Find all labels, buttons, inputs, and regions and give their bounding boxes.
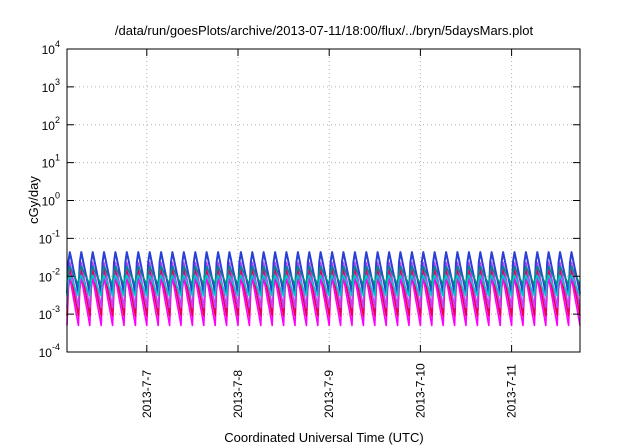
series-line xyxy=(66,276,581,327)
y-tick-label: 103 xyxy=(42,77,60,95)
y-tick-label: 10-1 xyxy=(39,228,60,246)
series-line xyxy=(66,261,581,309)
x-tick-label: 2013-7-11 xyxy=(505,364,519,418)
series-group xyxy=(66,251,581,327)
y-axis: 10-4 10-3 10-2 10-1 100 101 102 103 104 xyxy=(39,39,580,360)
y-tick-label: 10-2 xyxy=(39,266,60,284)
series-line xyxy=(66,251,581,295)
y-tick-label: 101 xyxy=(42,153,60,171)
y-tick-label: 102 xyxy=(42,115,60,133)
x-tick-label: 2013-7-8 xyxy=(231,370,245,418)
chart-title: /data/run/goesPlots/archive/2013-07-11/1… xyxy=(115,23,534,38)
x-tick-label: 2013-7-7 xyxy=(140,370,154,418)
series-line xyxy=(66,274,581,297)
y-tick-label: 100 xyxy=(42,191,60,209)
y-tick-label: 10-3 xyxy=(39,304,60,322)
x-axis-label: Coordinated Universal Time (UTC) xyxy=(224,430,423,445)
y-tick-label: 104 xyxy=(42,39,60,57)
y-axis-label: cGy/day xyxy=(26,176,41,224)
x-axis: 2013-7-7 2013-7-8 2013-7-9 2013-7-10 2013-7-… xyxy=(140,49,519,418)
x-tick-label: 2013-7-10 xyxy=(413,363,427,418)
series-line xyxy=(66,265,581,286)
y-tick-label: 10-4 xyxy=(39,342,60,360)
x-tick-label: 2013-7-9 xyxy=(322,370,336,418)
series-line xyxy=(66,268,581,317)
